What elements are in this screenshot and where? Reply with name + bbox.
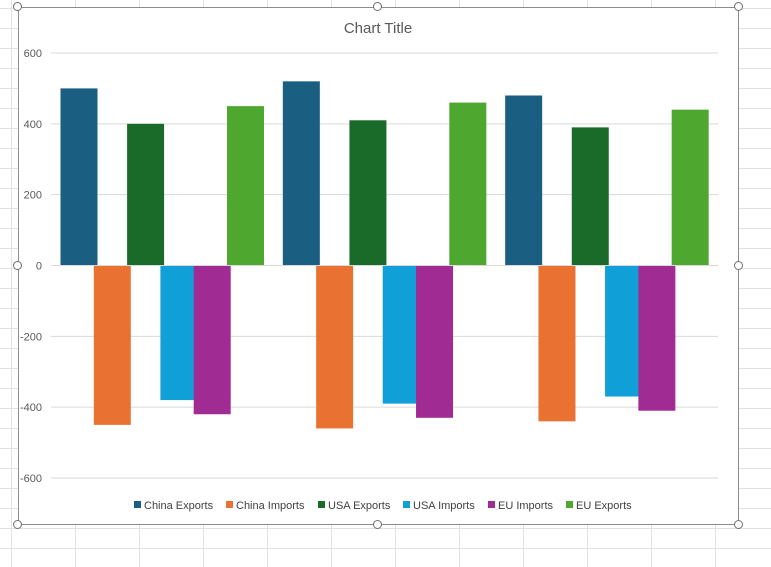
bar[interactable]	[571, 127, 609, 266]
bar[interactable]	[538, 265, 576, 422]
bar[interactable]	[316, 265, 354, 429]
resize-handle-top-left[interactable]	[13, 2, 22, 11]
y-axis-tick-labels: 600 400 200 0 -200 -400 -600	[20, 48, 42, 485]
resize-handle-middle-left[interactable]	[13, 261, 22, 270]
bar[interactable]	[605, 265, 643, 397]
y-tick-label: 400	[24, 119, 42, 131]
legend-swatch	[226, 501, 233, 508]
resize-handle-middle-right[interactable]	[734, 261, 743, 270]
bar[interactable]	[193, 265, 231, 415]
resize-handle-bottom-center[interactable]	[373, 520, 382, 529]
y-tick-label: 0	[36, 261, 42, 273]
legend-label: USA Imports	[413, 500, 475, 512]
y-tick-label: 200	[24, 190, 42, 202]
bar[interactable]	[160, 265, 198, 401]
legend-swatch	[566, 501, 573, 508]
legend-label: USA Exports	[328, 500, 391, 512]
legend[interactable]: China Exports China Imports USA Exports USA…	[134, 500, 632, 512]
bar[interactable]	[349, 120, 387, 266]
bars	[60, 81, 709, 429]
y-tick-label: -200	[20, 331, 42, 343]
bar[interactable]	[282, 81, 320, 266]
y-tick-label: -400	[20, 402, 42, 414]
legend-label: EU Imports	[498, 500, 554, 512]
bar[interactable]	[127, 123, 165, 266]
y-tick-label: 600	[24, 48, 42, 60]
legend-label: China Exports	[144, 500, 214, 512]
legend-label: China Imports	[236, 500, 305, 512]
bar[interactable]	[449, 102, 487, 266]
legend-swatch	[403, 501, 410, 508]
legend-swatch	[318, 501, 325, 508]
bar[interactable]	[93, 265, 131, 425]
legend-swatch	[488, 501, 495, 508]
bar[interactable]	[416, 265, 454, 418]
bar[interactable]	[638, 265, 676, 411]
chart-title[interactable]: Chart Title	[344, 20, 412, 37]
legend-label: EU Exports	[576, 500, 632, 512]
bar[interactable]	[227, 106, 264, 266]
resize-handle-top-center[interactable]	[373, 2, 382, 11]
bar[interactable]	[505, 95, 543, 266]
bar[interactable]	[671, 109, 709, 266]
bar[interactable]	[60, 88, 98, 266]
bar[interactable]	[382, 265, 420, 404]
resize-handle-bottom-left[interactable]	[13, 520, 22, 529]
resize-handle-top-right[interactable]	[734, 2, 743, 11]
resize-handle-bottom-right[interactable]	[734, 520, 743, 529]
legend-swatch	[134, 501, 141, 508]
y-tick-label: -600	[20, 473, 42, 485]
